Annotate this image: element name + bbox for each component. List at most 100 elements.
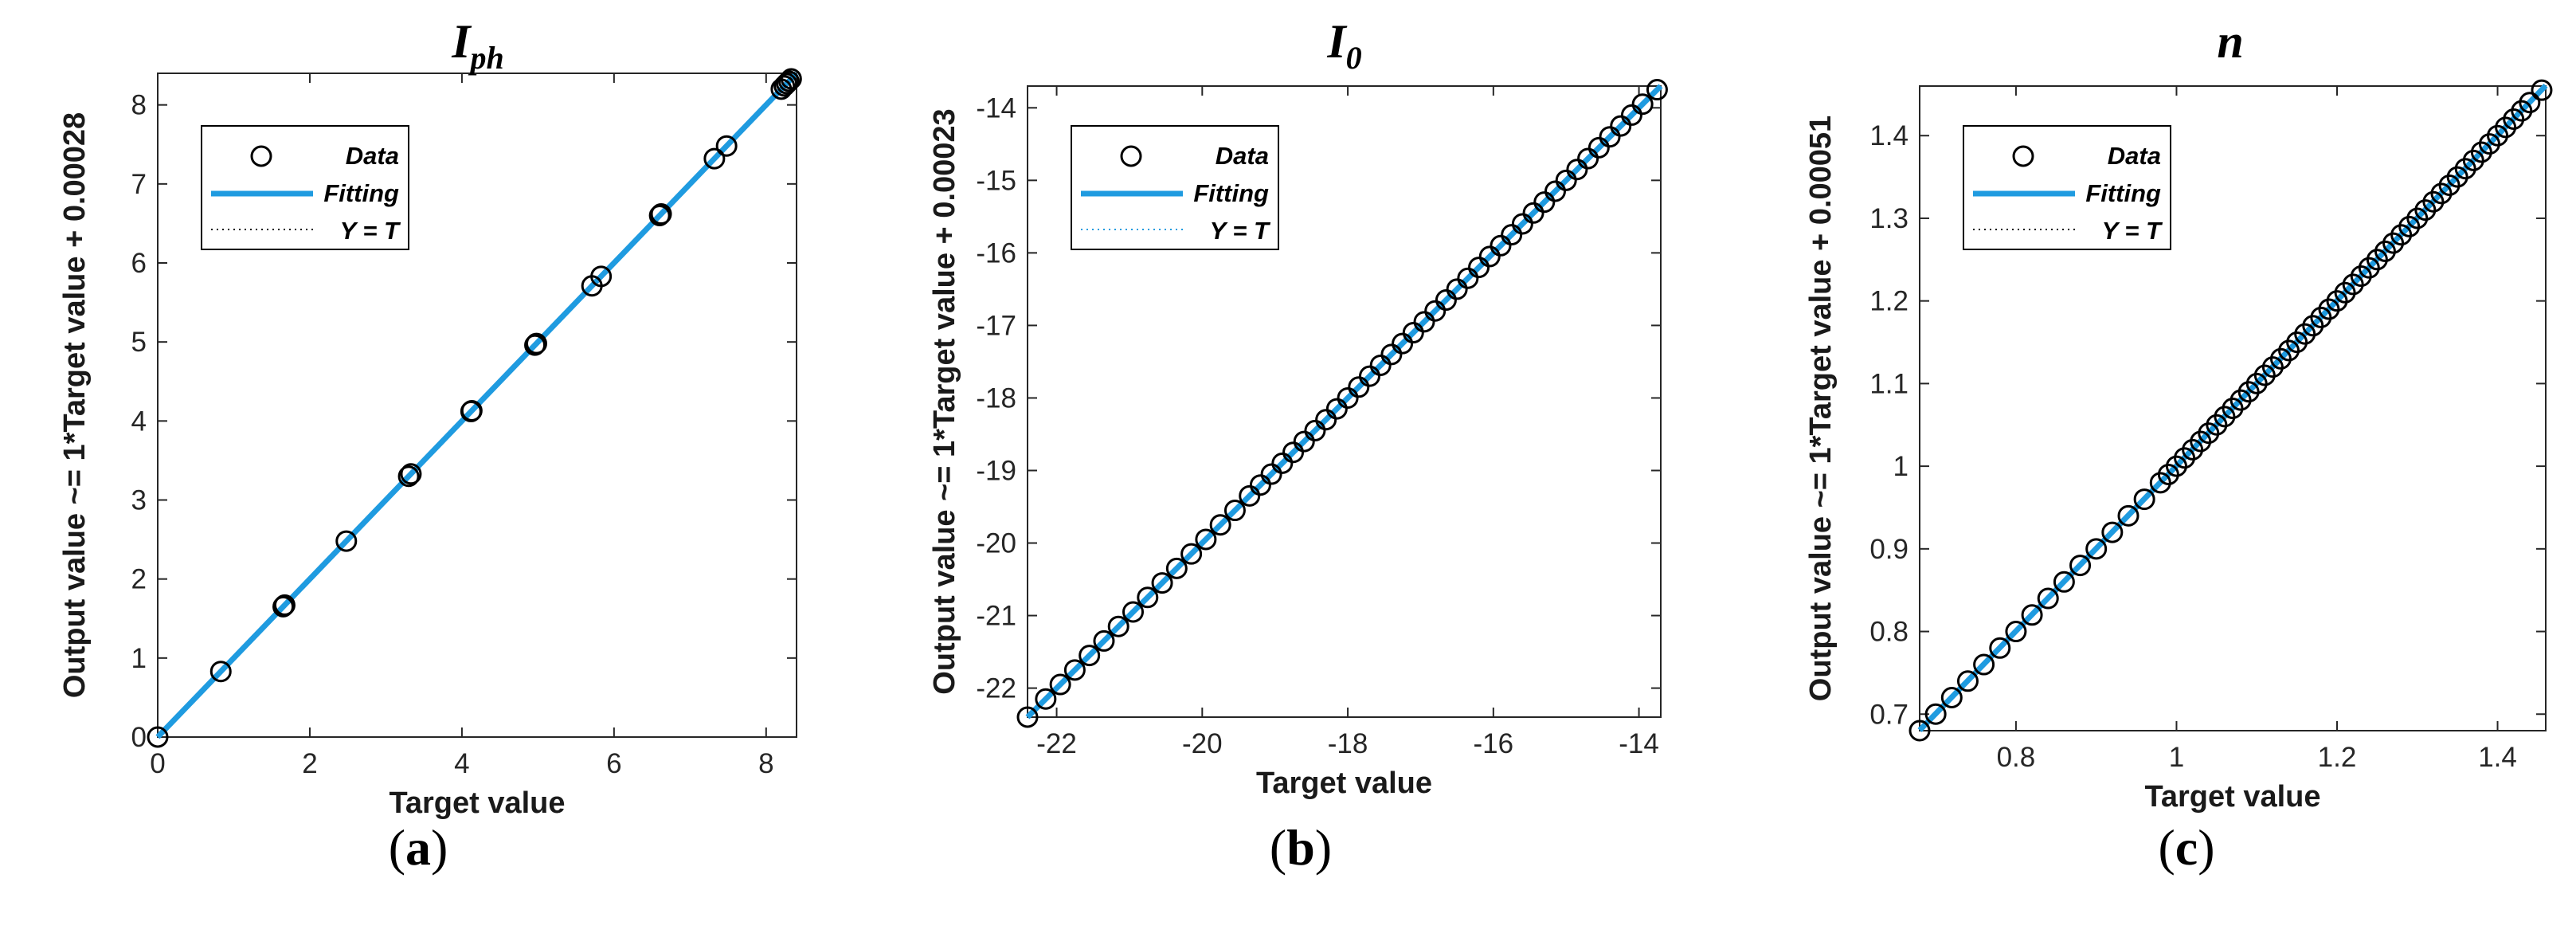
data-point	[1209, 514, 1231, 536]
data-point	[648, 205, 671, 226]
data-point	[1956, 670, 1979, 692]
y-tick-label: 0	[131, 722, 147, 753]
y-tick-label: -21	[976, 601, 1016, 632]
y-tick-label: 4	[131, 406, 147, 437]
y-axis-label: Output value ~= 1*Target value + 0.00051	[1804, 116, 1838, 701]
data-point	[525, 332, 547, 355]
legend-data-marker	[250, 145, 272, 167]
x-tick-label: 2	[302, 748, 317, 779]
y-tick-label: -22	[976, 673, 1016, 704]
chart-title-main: I	[1326, 15, 1348, 68]
data-point	[1989, 637, 2011, 659]
data-point	[1337, 386, 1359, 409]
data-point	[524, 334, 546, 356]
data-point	[1587, 136, 1610, 159]
x-tick-label: 4	[454, 748, 469, 779]
panel-label-letter: b	[1286, 819, 1315, 876]
data-point	[1223, 500, 1246, 522]
panel-label: (c)	[2158, 819, 2214, 876]
data-point	[1016, 706, 1039, 728]
data-point	[2021, 604, 2043, 626]
data-point	[715, 135, 738, 157]
data-point	[1079, 645, 1101, 667]
data-point	[1180, 543, 1203, 565]
legend-label: Y = T	[2102, 217, 2163, 245]
data-point	[1035, 688, 1057, 710]
y-tick-label: -14	[976, 92, 1016, 124]
legend-box	[1963, 125, 2171, 250]
data-point	[776, 73, 798, 95]
data-point	[1566, 159, 1588, 181]
y-tick-label: 1.1	[1869, 368, 1909, 399]
legend-label: Fitting	[1193, 179, 1269, 207]
data-point	[1924, 703, 1947, 725]
y-tick-label: 5	[131, 327, 147, 358]
data-point	[2053, 571, 2075, 593]
data-point	[1325, 398, 1348, 420]
data-point	[1599, 126, 1621, 148]
y-tick-label: 1	[1893, 451, 1909, 482]
data-point	[460, 399, 483, 422]
y-tick-label: 1.2	[1869, 286, 1909, 317]
y-tick-label: 0.8	[1869, 617, 1909, 648]
data-point	[1369, 354, 1392, 376]
x-tick-label: -16	[1474, 728, 1514, 759]
data-point	[1973, 653, 1995, 676]
data-point	[1424, 300, 1447, 322]
data-point	[1610, 115, 1632, 137]
data-point	[2117, 504, 2139, 527]
y-tick-label: 8	[131, 90, 147, 121]
data-point	[272, 595, 295, 618]
panel-label: (b)	[1270, 819, 1332, 876]
data-point	[703, 147, 726, 170]
chart-title: n	[2217, 15, 2243, 68]
x-tick-label: 8	[758, 748, 773, 779]
panel-label-close: )	[1315, 819, 1332, 876]
data-point	[1446, 278, 1468, 300]
panel-label-close: )	[2198, 819, 2214, 876]
data-point	[1511, 213, 1533, 235]
x-tick-label: -22	[1036, 728, 1077, 759]
y-tick-label: 1.4	[1869, 120, 1909, 151]
data-point	[147, 726, 169, 748]
legend-label: Fitting	[2085, 179, 2161, 207]
legend-label: Fitting	[323, 179, 399, 207]
x-tick-label: 1	[2169, 742, 2184, 773]
chart-title: I0	[1326, 15, 1361, 76]
data-point	[1358, 365, 1380, 387]
x-tick-label: 1.2	[2318, 742, 2357, 773]
x-tick-label: -14	[1619, 728, 1659, 759]
data-point	[1620, 104, 1642, 126]
data-point	[1107, 615, 1129, 637]
data-point	[209, 661, 232, 683]
data-point	[1195, 528, 1217, 551]
data-point	[397, 465, 420, 488]
y-tick-label: 7	[131, 169, 147, 200]
y-tick-label: -17	[976, 310, 1016, 341]
y-tick-label: 1	[131, 643, 147, 674]
y-axis-label: Output value ~= 1*Target value + 0.00023	[928, 108, 961, 694]
data-point	[2531, 79, 2553, 101]
data-point	[335, 530, 358, 552]
x-tick-label: 1.4	[2478, 742, 2517, 773]
data-point	[1304, 419, 1326, 441]
y-axis-label: Output value ~= 1*Target value + 0.00028	[58, 112, 92, 698]
y-tick-label: 2	[131, 564, 147, 595]
data-point	[1137, 586, 1159, 609]
data-point	[2005, 621, 2027, 643]
legend-box	[1071, 125, 1279, 250]
chart-title-subscript: ph	[468, 40, 504, 76]
y-tick-label: 6	[131, 248, 147, 279]
x-axis-label: Target value	[1256, 767, 1432, 800]
data-point	[1533, 191, 1556, 214]
data-point	[1478, 245, 1501, 268]
panel-label-open: (	[1270, 819, 1286, 876]
y-tick-label: -18	[976, 382, 1016, 414]
chart-title-main: I	[451, 15, 472, 68]
data-point	[1490, 234, 1512, 257]
chart-title: Iph	[451, 15, 504, 76]
legend-data-marker	[2012, 145, 2034, 167]
data-point	[273, 594, 296, 616]
y-tick-label: 0.7	[1869, 699, 1909, 730]
